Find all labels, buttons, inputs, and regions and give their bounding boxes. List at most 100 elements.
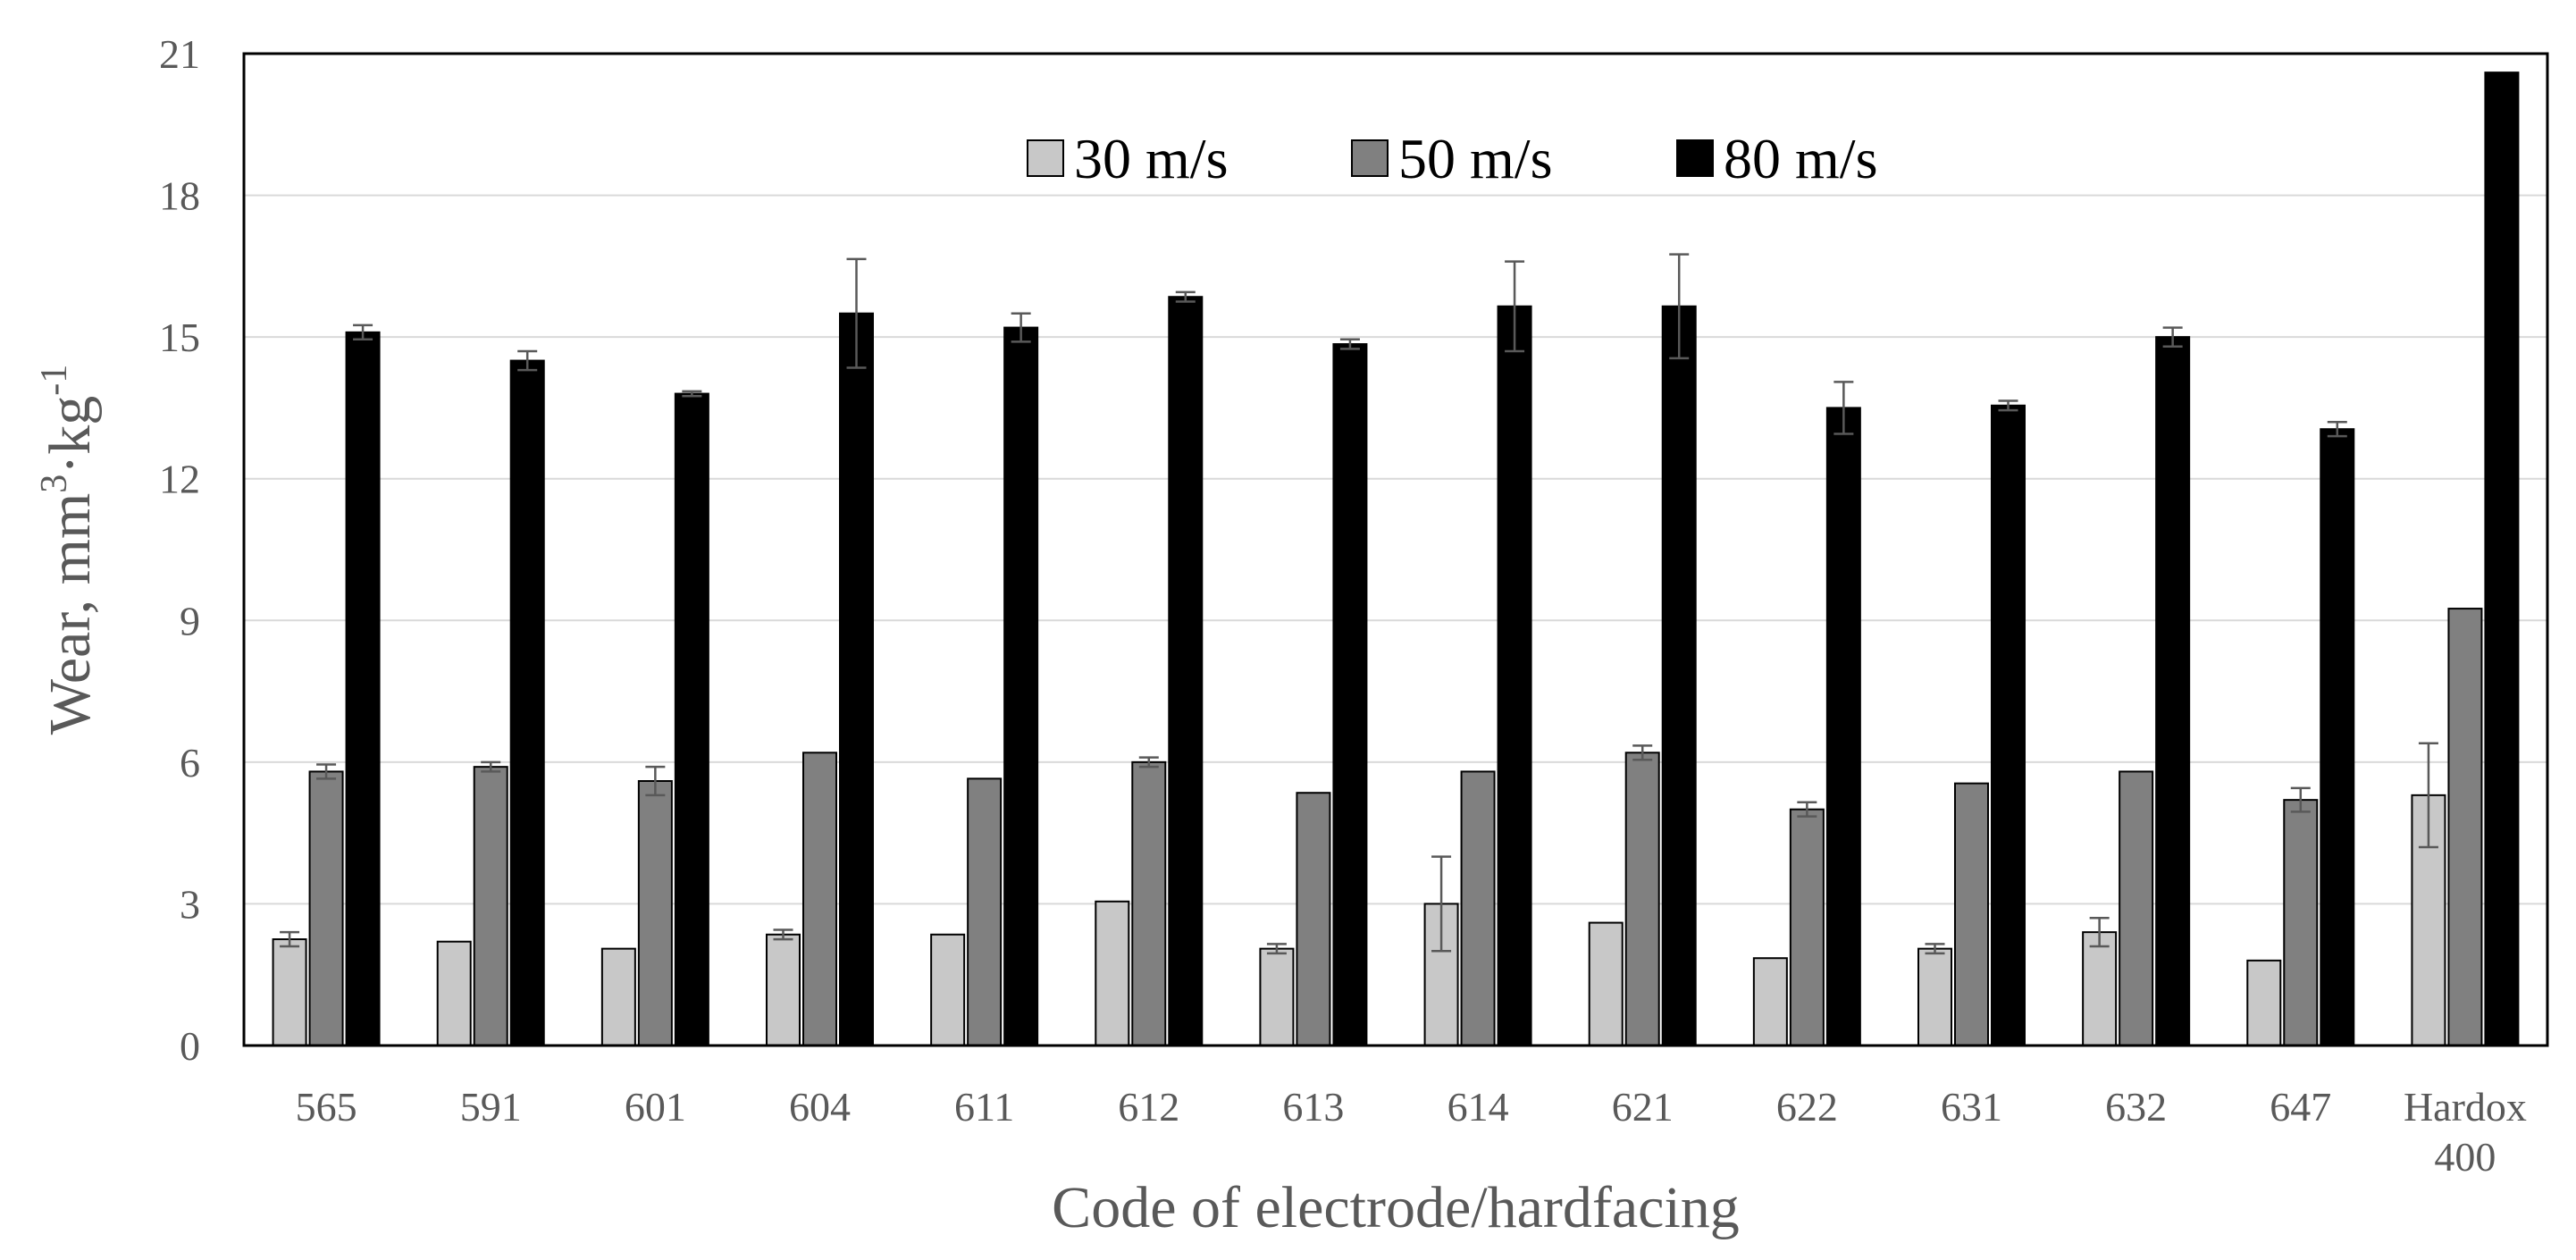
bar-647-series-1 [2246,959,2282,1047]
error-bars [280,253,2438,955]
error-bar-612-series-2 [1138,756,1159,769]
error-bar-612-series-3 [1175,290,1196,303]
bar-613-series-2 [1296,792,1331,1046]
x-tick-label-614: 614 [1447,1084,1509,1130]
bar-622-series-1 [1752,957,1788,1046]
error-bar-565-series-3 [353,323,373,341]
error-bar-614-series-3 [1505,260,1525,353]
x-tick-label-565: 565 [296,1084,357,1130]
y-tick-label-12: 12 [159,457,200,502]
bar-601-series-3 [674,392,709,1047]
bar-622-series-2 [1789,808,1825,1046]
x-axis-title: Code of electrode/hardfacing [1052,1175,1740,1240]
bar-631-series-1 [1917,947,1952,1046]
error-bar-611-series-3 [1011,312,1031,343]
y-tick-label-0: 0 [180,1023,200,1069]
bar-591-series-3 [509,359,545,1047]
bar-631-series-3 [1991,404,2026,1046]
error-bar-604-series-1 [773,928,793,941]
legend-item-2: 50 m/s [1351,127,1552,190]
legend-swatch-2 [1351,139,1389,177]
bar-622-series-3 [1825,407,1861,1046]
y-tick-label-6: 6 [180,740,200,785]
legend: 30 m/s 50 m/s 80 m/s [1027,127,1877,190]
bar-612-series-3 [1168,296,1204,1046]
error-bar-622-series-3 [1833,381,1854,435]
error-bar-591-series-2 [481,760,501,773]
bar-613-series-1 [1259,947,1295,1046]
bar-632-series-1 [2082,931,2118,1046]
legend-item-3: 80 m/s [1676,127,1877,190]
y-axis-tick-labels: 0 3 6 9 12 15 18 21 [159,31,200,1069]
error-bar-613-series-1 [1266,943,1287,955]
bar-631-series-2 [1954,782,1989,1047]
y-axis-title-sup1: 3 [34,475,75,493]
x-tick-label-hardox-400-line-1: Hardox [2404,1084,2527,1130]
bar-612-series-1 [1095,900,1130,1046]
x-tick-label-591: 591 [460,1084,522,1130]
error-bar-601-series-3 [682,390,702,398]
gridlines [244,194,2547,905]
bar-565-series-3 [345,331,381,1047]
y-axis-title: Wear, mm3·kg-1 [34,365,103,735]
bar-hardox-400-series-3 [2484,71,2520,1047]
x-tick-label-hardox-400-line-2: 400 [2434,1134,2496,1180]
bar-647-series-3 [2320,428,2355,1046]
error-bar-622-series-2 [1797,801,1817,818]
bar-611-series-3 [1003,326,1039,1047]
legend-item-1: 30 m/s [1027,127,1228,190]
error-bar-632-series-1 [2089,917,2110,948]
bar-612-series-2 [1131,760,1167,1046]
plot-area-frame [242,52,2549,1047]
x-tick-label-632: 632 [2105,1084,2167,1130]
error-bar-565-series-2 [316,763,337,780]
bar-632-series-3 [2155,336,2191,1046]
x-tick-label-601: 601 [625,1084,686,1130]
x-tick-label-647: 647 [2270,1084,2331,1130]
bar-613-series-3 [1332,343,1368,1047]
legend-label-1: 30 m/s [1074,127,1228,190]
y-tick-label-9: 9 [180,598,200,643]
legend-label-3: 80 m/s [1724,127,1877,190]
x-tick-label-613: 613 [1282,1084,1344,1130]
error-bar-565-series-1 [280,930,300,948]
bar-591-series-1 [436,940,472,1046]
bar-632-series-2 [2119,770,2154,1047]
bar-604-series-3 [839,312,874,1046]
x-tick-label-611: 611 [954,1084,1014,1130]
bar-614-series-2 [1460,770,1496,1047]
bars [272,71,2520,1047]
bar-565-series-2 [308,770,344,1047]
bar-647-series-2 [2283,799,2319,1047]
x-tick-label-612: 612 [1118,1084,1179,1130]
bar-611-series-2 [967,777,1003,1046]
bar-591-series-2 [473,766,508,1047]
error-bar-631-series-1 [1925,943,1945,955]
error-bar-614-series-1 [1431,855,1452,953]
legend-label-2: 50 m/s [1398,127,1552,190]
error-bar-631-series-3 [1998,399,2018,412]
x-tick-label-621: 621 [1612,1084,1674,1130]
y-tick-label-3: 3 [180,881,200,927]
bar-604-series-2 [802,752,837,1046]
bar-611-series-1 [930,933,966,1047]
error-bar-hardox-400-series-1 [2418,742,2438,849]
error-bar-647-series-3 [2327,421,2347,438]
y-tick-label-15: 15 [159,315,200,360]
bar-621-series-3 [1661,305,1697,1046]
y-axis-title-sup2: -1 [34,365,75,396]
x-tick-label-622: 622 [1776,1084,1838,1130]
bar-601-series-2 [637,780,673,1046]
y-tick-label-18: 18 [159,173,200,219]
x-tick-label-604: 604 [789,1084,851,1130]
y-axis-title-middle: ·kg [38,396,103,475]
bar-621-series-2 [1624,752,1660,1046]
bar-601-series-1 [600,947,636,1046]
error-bar-647-series-2 [2290,786,2311,813]
bar-604-series-1 [766,933,801,1047]
error-bar-601-series-2 [645,765,666,797]
error-bar-613-series-3 [1339,338,1360,350]
bar-614-series-3 [1497,305,1532,1046]
bar-565-series-1 [272,938,307,1046]
